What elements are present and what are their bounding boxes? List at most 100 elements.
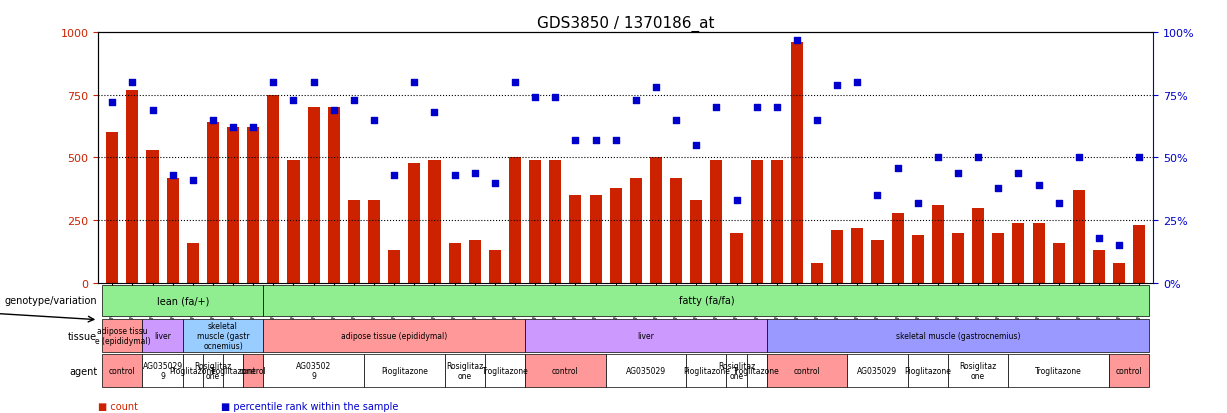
Point [666,117,686,124]
Bar [368,201,380,283]
Point [264,80,283,86]
FancyBboxPatch shape [767,319,1150,353]
Bar [1012,223,1025,283]
Bar [589,196,601,283]
Bar [831,230,843,283]
Text: Troglitazone: Troglitazone [1036,366,1082,375]
Text: fatty (fa/fa): fatty (fa/fa) [679,296,734,306]
Point [142,107,162,114]
Point [566,137,585,144]
FancyBboxPatch shape [746,354,767,387]
Point [707,105,726,112]
Text: AG035029
9: AG035029 9 [142,361,183,380]
Point [827,82,847,89]
FancyBboxPatch shape [1109,354,1150,387]
FancyBboxPatch shape [606,354,686,387]
FancyBboxPatch shape [183,319,264,353]
Title: GDS3850 / 1370186_at: GDS3850 / 1370186_at [537,16,714,32]
Text: liver: liver [155,331,171,340]
Bar [488,251,501,283]
FancyBboxPatch shape [848,354,908,387]
Bar [287,161,299,283]
Text: lean (fa/+): lean (fa/+) [157,296,209,306]
Bar [1033,223,1044,283]
Point [867,192,887,199]
Point [525,95,545,101]
Text: control: control [239,366,266,375]
Text: adipose tissu
e (epididymal): adipose tissu e (epididymal) [94,326,150,345]
FancyBboxPatch shape [767,354,848,387]
Point [1090,235,1109,242]
Bar [569,196,582,283]
Point [807,117,827,124]
Point [304,80,324,86]
Point [405,80,425,86]
Point [1130,155,1150,161]
Point [1109,242,1129,249]
Bar [469,241,481,283]
Bar [952,233,964,283]
FancyBboxPatch shape [223,354,243,387]
Point [506,80,525,86]
Point [1009,170,1028,176]
Bar [993,233,1005,283]
FancyBboxPatch shape [948,354,1009,387]
FancyBboxPatch shape [485,354,525,387]
Bar [388,251,400,283]
FancyBboxPatch shape [142,319,183,353]
Text: control: control [109,366,136,375]
Bar [247,128,259,283]
Point [243,125,263,131]
Bar [811,263,823,283]
Point [123,80,142,86]
Text: Rosiglitaz
one: Rosiglitaz one [447,361,483,380]
Bar [1093,251,1106,283]
Point [968,155,988,161]
FancyBboxPatch shape [243,354,264,387]
FancyBboxPatch shape [525,319,767,353]
Bar [771,161,783,283]
Point [324,107,344,114]
FancyBboxPatch shape [264,285,1150,316]
Bar [751,161,763,283]
FancyBboxPatch shape [1009,354,1109,387]
Bar [126,90,139,283]
Bar [550,161,561,283]
Text: liver: liver [638,331,654,340]
Text: tissue: tissue [67,331,97,341]
Point [928,155,947,161]
Text: Rosiglitaz
one: Rosiglitaz one [194,361,232,380]
Bar [509,158,521,283]
Bar [931,206,944,283]
FancyBboxPatch shape [525,354,606,387]
Bar [610,188,622,283]
Bar [348,201,360,283]
Bar [1053,243,1065,283]
Point [626,97,645,104]
FancyBboxPatch shape [202,354,223,387]
Bar [409,163,421,283]
Bar [629,178,642,283]
Point [948,170,968,176]
Text: Troglitazone: Troglitazone [481,366,529,375]
Bar [107,133,118,283]
Point [444,172,464,179]
Point [364,117,384,124]
Bar [691,201,702,283]
Point [747,105,767,112]
FancyBboxPatch shape [908,354,948,387]
Point [102,100,121,107]
Text: skeletal muscle (gastrocnemius): skeletal muscle (gastrocnemius) [896,331,1021,340]
Text: agent: agent [69,366,97,376]
Text: ■ count: ■ count [98,401,139,411]
Point [183,177,202,184]
Bar [167,178,179,283]
Point [989,185,1009,191]
Text: genotype/variation: genotype/variation [5,296,97,306]
Text: control: control [794,366,821,375]
Text: Pioglitazone: Pioglitazone [169,366,216,375]
Point [585,137,605,144]
Point [888,165,908,171]
Bar [267,95,280,283]
Point [546,95,566,101]
